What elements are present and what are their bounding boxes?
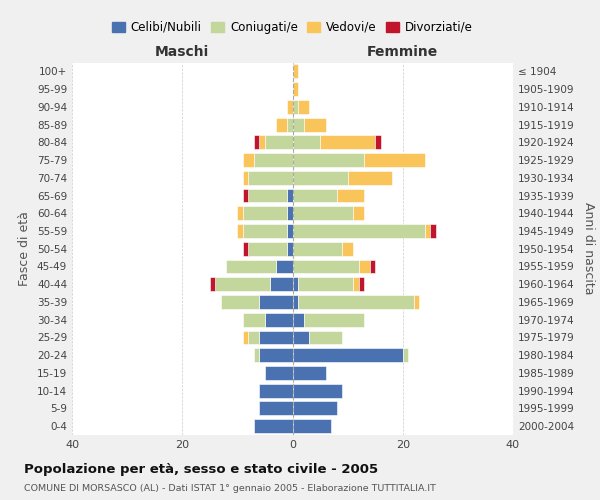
Bar	[259, 295, 293, 309]
Bar	[287, 224, 293, 238]
Bar	[259, 330, 293, 344]
Bar	[259, 384, 293, 398]
Bar	[370, 260, 375, 274]
Bar	[215, 278, 271, 291]
Bar	[353, 278, 359, 291]
Bar	[243, 330, 248, 344]
Bar	[293, 171, 347, 184]
Bar	[293, 153, 364, 167]
Bar	[293, 188, 337, 202]
Bar	[276, 260, 293, 274]
Bar	[337, 188, 364, 202]
Bar	[226, 260, 276, 274]
Bar	[298, 295, 414, 309]
Bar	[243, 224, 287, 238]
Bar	[353, 206, 364, 220]
Bar	[342, 242, 353, 256]
Bar	[359, 278, 364, 291]
Bar	[210, 278, 215, 291]
Bar	[293, 260, 359, 274]
Bar	[259, 402, 293, 415]
Text: Maschi: Maschi	[155, 45, 209, 59]
Bar	[293, 100, 298, 114]
Bar	[287, 206, 293, 220]
Bar	[248, 330, 259, 344]
Bar	[221, 295, 259, 309]
Bar	[243, 206, 287, 220]
Bar	[254, 153, 293, 167]
Bar	[298, 278, 353, 291]
Bar	[259, 348, 293, 362]
Bar	[287, 188, 293, 202]
Bar	[265, 313, 293, 326]
Bar	[265, 136, 293, 149]
Bar	[293, 242, 342, 256]
Bar	[248, 188, 287, 202]
Bar	[293, 136, 320, 149]
Bar	[293, 419, 331, 433]
Bar	[276, 118, 287, 132]
Text: COMUNE DI MORSASCO (AL) - Dati ISTAT 1° gennaio 2005 - Elaborazione TUTTITALIA.I: COMUNE DI MORSASCO (AL) - Dati ISTAT 1° …	[24, 484, 436, 493]
Bar	[293, 295, 298, 309]
Bar	[293, 82, 298, 96]
Bar	[375, 136, 381, 149]
Bar	[364, 153, 425, 167]
Bar	[298, 100, 309, 114]
Text: Popolazione per età, sesso e stato civile - 2005: Popolazione per età, sesso e stato civil…	[24, 462, 378, 475]
Bar	[238, 206, 243, 220]
Bar	[347, 171, 392, 184]
Bar	[414, 295, 419, 309]
Bar	[403, 348, 408, 362]
Bar	[254, 136, 259, 149]
Bar	[293, 224, 425, 238]
Bar	[309, 330, 342, 344]
Y-axis label: Fasce di età: Fasce di età	[19, 212, 31, 286]
Bar	[248, 171, 293, 184]
Bar	[293, 278, 298, 291]
Bar	[430, 224, 436, 238]
Text: Femmine: Femmine	[367, 45, 439, 59]
Bar	[293, 366, 326, 380]
Bar	[243, 188, 248, 202]
Y-axis label: Anni di nascita: Anni di nascita	[581, 202, 595, 295]
Bar	[254, 419, 293, 433]
Bar	[293, 402, 337, 415]
Bar	[293, 206, 353, 220]
Legend: Celibi/Nubili, Coniugati/e, Vedovi/e, Divorziati/e: Celibi/Nubili, Coniugati/e, Vedovi/e, Di…	[107, 16, 478, 38]
Bar	[254, 348, 259, 362]
Bar	[271, 278, 293, 291]
Bar	[248, 242, 287, 256]
Bar	[293, 64, 298, 78]
Bar	[238, 224, 243, 238]
Bar	[304, 118, 326, 132]
Bar	[293, 118, 304, 132]
Bar	[304, 313, 364, 326]
Bar	[243, 313, 265, 326]
Bar	[287, 100, 293, 114]
Bar	[259, 136, 265, 149]
Bar	[287, 118, 293, 132]
Bar	[243, 153, 254, 167]
Bar	[293, 348, 403, 362]
Bar	[243, 242, 248, 256]
Bar	[293, 384, 342, 398]
Bar	[359, 260, 370, 274]
Bar	[320, 136, 375, 149]
Bar	[293, 330, 309, 344]
Bar	[243, 171, 248, 184]
Bar	[293, 313, 304, 326]
Bar	[425, 224, 430, 238]
Bar	[287, 242, 293, 256]
Bar	[265, 366, 293, 380]
